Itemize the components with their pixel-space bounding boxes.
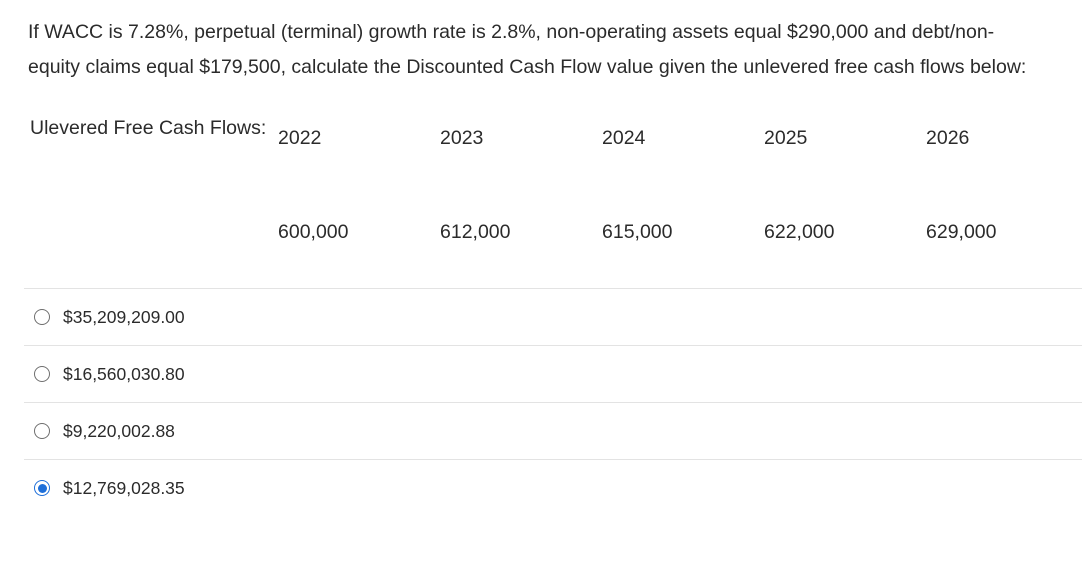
cash-flow-column: 2022 600,000 <box>278 111 440 243</box>
cash-flow-column: 2025 622,000 <box>764 111 926 243</box>
cash-flow-row-label: Ulevered Free Cash Flows: <box>30 117 267 139</box>
cash-flow-value: 622,000 <box>764 221 835 243</box>
cash-flow-column: 2026 629,000 <box>926 111 1082 243</box>
radio-unselected-icon[interactable] <box>34 366 50 382</box>
radio-selected-icon[interactable] <box>34 480 50 496</box>
question-text: If WACC is 7.28%, perpetual (terminal) g… <box>28 21 1027 78</box>
answer-option-label: $35,209,209.00 <box>63 306 185 327</box>
year-header: 2022 <box>278 127 322 149</box>
cash-flow-value: 615,000 <box>602 221 673 243</box>
answer-options: $35,209,209.00 $16,560,030.80 $9,220,002.8… <box>24 288 1082 516</box>
cash-flow-columns: 2022 600,000 2023 612,000 2024 615,000 2025 622… <box>278 111 1082 243</box>
radio-unselected-icon[interactable] <box>34 423 50 439</box>
answer-option-label: $9,220,002.88 <box>63 420 175 441</box>
answer-option[interactable]: $35,209,209.00 <box>24 288 1082 345</box>
answer-option[interactable]: $16,560,030.80 <box>24 345 1082 402</box>
year-header: 2025 <box>764 127 808 149</box>
answer-option[interactable]: $9,220,002.88 <box>24 402 1082 459</box>
answer-option-label: $12,769,028.35 <box>63 477 185 498</box>
year-header: 2023 <box>440 127 484 149</box>
radio-unselected-icon[interactable] <box>34 309 50 325</box>
cash-flow-column: 2024 615,000 <box>602 111 764 243</box>
year-header: 2024 <box>602 127 646 149</box>
cash-flow-value: 600,000 <box>278 221 349 243</box>
cash-flow-column: 2023 612,000 <box>440 111 602 243</box>
cash-flow-table: Ulevered Free Cash Flows: 2022 600,000 202… <box>0 111 1082 243</box>
answer-option-label: $16,560,030.80 <box>63 363 185 384</box>
year-header: 2026 <box>926 127 970 149</box>
cash-flow-value: 612,000 <box>440 221 511 243</box>
answer-option[interactable]: $12,769,028.35 <box>24 459 1082 516</box>
cash-flow-value: 629,000 <box>926 221 997 243</box>
